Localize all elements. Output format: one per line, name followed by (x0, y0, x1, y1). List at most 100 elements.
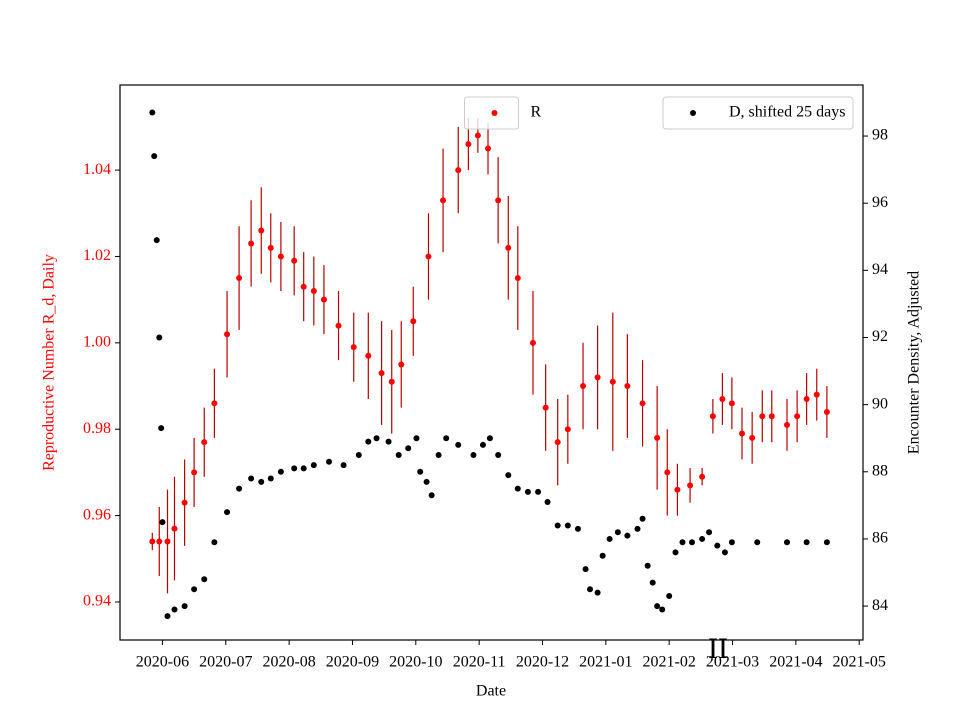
point (554, 439, 561, 446)
x-tick-label: 2020-06 (136, 654, 189, 671)
point (149, 538, 156, 545)
point (423, 478, 430, 485)
point (440, 197, 447, 204)
point (291, 257, 298, 264)
point (609, 378, 616, 385)
point (267, 244, 274, 251)
point (474, 132, 481, 139)
y2-tick-label: 94 (872, 261, 888, 278)
point (236, 275, 243, 282)
y2-tick-label: 90 (872, 395, 888, 412)
point (164, 613, 171, 620)
point (687, 482, 694, 489)
point (485, 145, 492, 152)
point (728, 539, 735, 546)
legend-label: R (531, 104, 542, 121)
point (479, 441, 486, 448)
point (754, 539, 761, 546)
y2-tick-label: 98 (872, 127, 888, 144)
point (151, 153, 158, 160)
point (706, 529, 713, 536)
point (267, 475, 274, 482)
point (258, 478, 265, 485)
point (258, 227, 265, 234)
point (666, 593, 673, 600)
point (505, 472, 512, 479)
point (320, 296, 327, 303)
point (171, 525, 178, 532)
point (277, 468, 284, 475)
x-tick-label: 2021-01 (579, 654, 632, 671)
point (709, 413, 716, 420)
point (435, 452, 442, 458)
x-tick-label: 2020-12 (516, 654, 569, 671)
point (470, 452, 477, 458)
point (340, 462, 347, 469)
y-tick-label: 1.04 (83, 161, 111, 178)
axes-frame (119, 84, 864, 641)
y2-axis-label: Encounter Density, Adjusted (906, 271, 923, 454)
point (495, 452, 502, 458)
point (413, 435, 420, 442)
point (201, 576, 208, 583)
y-tick-label: 1.00 (83, 334, 111, 351)
point (455, 167, 462, 174)
legend-marker (690, 110, 696, 116)
x-tick-label: 2020-07 (199, 654, 252, 671)
point (224, 331, 231, 338)
point (385, 438, 392, 445)
point (455, 441, 462, 448)
point (405, 445, 412, 452)
point (574, 525, 581, 532)
y-tick-label: 1.02 (83, 247, 111, 264)
point (181, 603, 188, 610)
point (495, 197, 502, 204)
point (654, 603, 661, 610)
y2-tick-label: 92 (872, 328, 888, 345)
point (524, 488, 531, 495)
point (803, 539, 810, 546)
point (699, 535, 706, 542)
point (624, 383, 631, 390)
point (514, 485, 521, 492)
point (749, 434, 756, 441)
point (823, 408, 830, 415)
point (355, 452, 362, 458)
x-axis-label: Date (476, 683, 506, 700)
y2-tick-label: 88 (872, 462, 888, 479)
y-tick-label: 0.94 (83, 593, 111, 610)
point (365, 438, 372, 445)
point (201, 439, 208, 446)
point (158, 425, 165, 432)
y-axis-label: Reproductive Number R_d, Daily (41, 254, 58, 471)
point (310, 288, 317, 295)
x-tick-label: 2021-03 (706, 654, 759, 671)
point (554, 522, 561, 529)
point (544, 499, 551, 506)
point (156, 334, 163, 341)
y2-tick-label: 86 (872, 530, 888, 547)
point (236, 485, 243, 492)
point (599, 552, 606, 559)
point (582, 566, 589, 573)
point (425, 253, 432, 260)
point (156, 538, 163, 545)
point (594, 589, 601, 596)
point (606, 535, 613, 542)
point (813, 391, 820, 398)
point (164, 538, 171, 545)
point (181, 499, 188, 506)
point (728, 400, 735, 407)
point (644, 562, 651, 569)
legend-label: D, shifted 25 days (729, 104, 845, 121)
point (659, 606, 666, 613)
point (542, 404, 549, 411)
point (350, 344, 357, 351)
point (823, 539, 830, 546)
point (149, 109, 156, 116)
point (465, 141, 472, 148)
point (594, 374, 601, 381)
point (248, 475, 255, 482)
x-tick-label: 2021-04 (769, 654, 822, 671)
